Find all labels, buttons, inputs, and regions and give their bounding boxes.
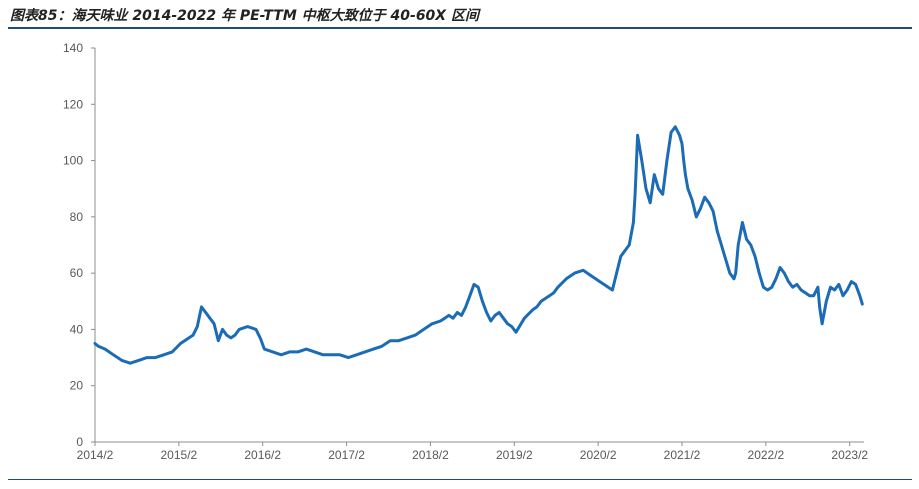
x-tick-label: 2020/2: [580, 448, 617, 462]
y-tick-label: 60: [70, 266, 84, 280]
x-tick-label: 2018/2: [412, 448, 449, 462]
x-tick-label: 2017/2: [328, 448, 365, 462]
x-tick-label: 2019/2: [496, 448, 533, 462]
y-tick-label: 80: [70, 210, 84, 224]
y-tick-label: 120: [63, 97, 83, 111]
chart-title: 图表85：海天味业 2014-2022 年 PE-TTM 中枢大致位于 40-6…: [10, 8, 479, 24]
x-axis-ticks: 2014/2 2015/2 2016/2 2017/2 2018/2 2019/2 2020…: [77, 442, 868, 462]
x-tick-label: 2022/2: [748, 448, 785, 462]
x-tick-label: 2016/2: [244, 448, 281, 462]
top-rule: [8, 27, 912, 29]
y-tick-label: 140: [63, 41, 83, 55]
x-tick-label: 2015/2: [161, 448, 198, 462]
y-tick-label: 100: [63, 154, 83, 168]
pe-ttm-series-line: [93, 125, 864, 365]
y-tick-label: 40: [70, 322, 84, 336]
y-tick-label: 0: [76, 435, 83, 449]
x-tick-label: 2014/2: [77, 448, 114, 462]
y-tick-label: 20: [70, 379, 84, 393]
x-tick-label: 2021/2: [664, 448, 701, 462]
bottom-rule: [8, 479, 912, 480]
y-axis-ticks: 0 20 40 60 80 100 120 140: [63, 41, 95, 449]
x-tick-label: 2023/2: [831, 448, 868, 462]
